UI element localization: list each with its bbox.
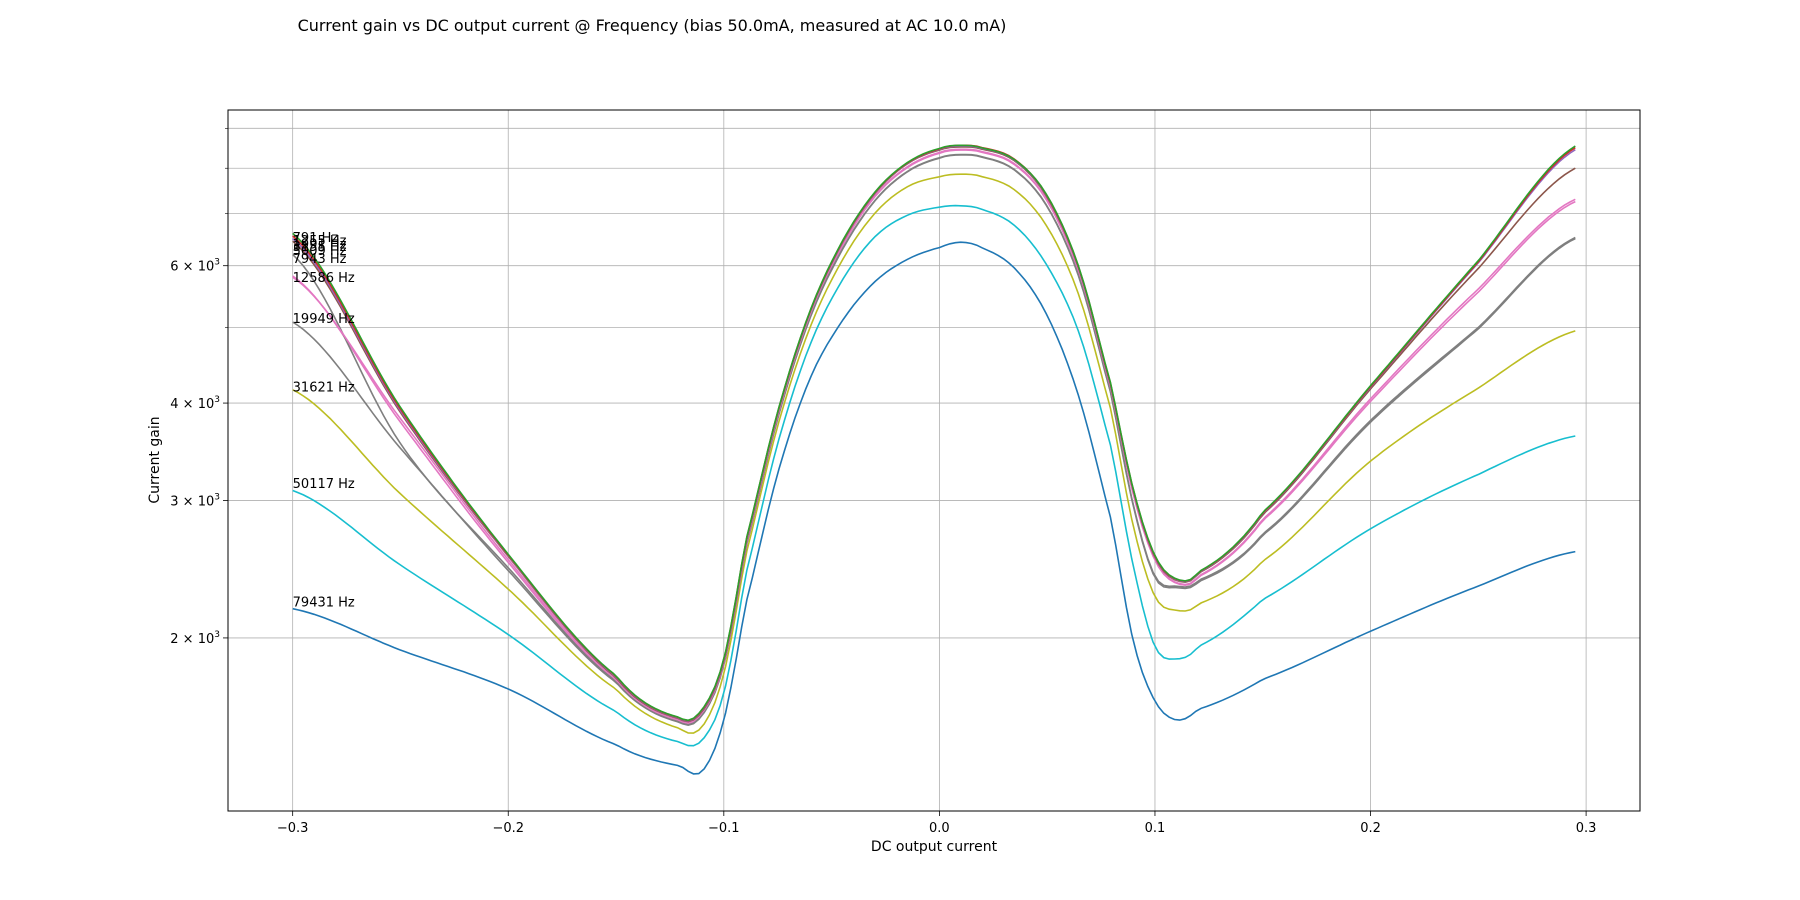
y-axis-label: Current gain [147,416,163,503]
series-label: 791 Hz [293,231,339,246]
chart-title: Current gain vs DC output current @ Freq… [298,16,1007,35]
series-label: 12586 Hz [293,271,355,286]
series-label: 1255 Hz [293,234,347,249]
series-line [292,153,1576,726]
series-label: 19949 Hz [293,312,355,327]
plot-frame [227,109,1641,812]
x-tick-label: −0.3 [277,821,309,836]
x-tick-label: 0.1 [1145,821,1166,836]
series-line [292,241,1576,775]
x-axis-label: DC output current [871,839,998,855]
x-tick-label: −0.2 [492,821,524,836]
series-line [292,204,1576,747]
series-layer [292,144,1576,775]
series-label: 3155 Hz [293,240,347,255]
series-label: 1991 Hz [293,237,347,252]
y-tick-label: 3 × 103 [170,493,220,510]
series-label: 5009 Hz [293,244,347,259]
series-label: 31621 Hz [293,380,355,395]
y-tick-label: 6 × 103 [170,258,220,275]
series-line [292,144,1576,722]
series-label: 50117 Hz [293,477,355,492]
x-tick-label: 0.3 [1576,821,1597,836]
y-tick-label: 2 × 103 [170,630,220,647]
series-line [292,173,1576,734]
series-label: 79431 Hz [293,596,355,611]
x-tick-label: 0.0 [929,821,950,836]
series-label: 7943 Hz [293,252,347,267]
y-tick-label: 4 × 103 [170,395,220,412]
series-line [292,148,1576,724]
x-tick-label: 0.2 [1360,821,1381,836]
ticks-layer: −0.3 −0.2 −0.1 0.0 0.1 0.2 0.3 2 × 103 3 × 103 4 … [170,128,1596,836]
x-tick-label: −0.1 [708,821,740,836]
